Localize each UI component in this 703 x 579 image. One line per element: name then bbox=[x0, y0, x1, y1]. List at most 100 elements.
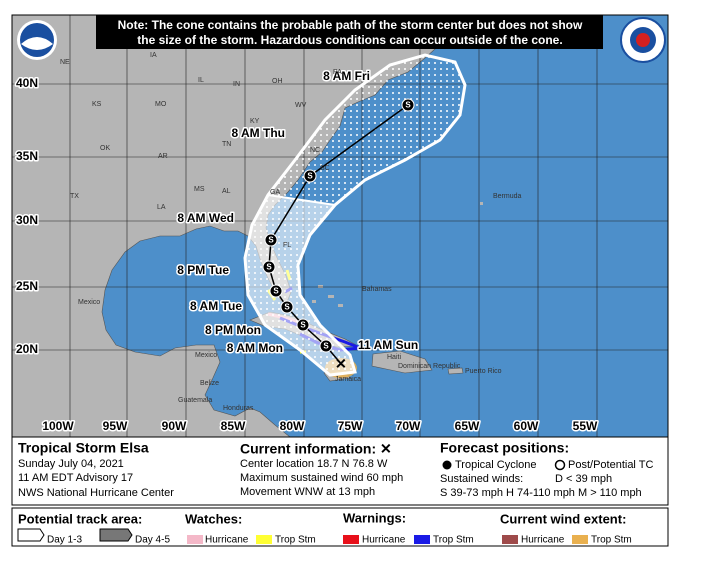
place-labels: NE IA KS MO IL IN OH PA KY WV OK AR TN NC MS AL GA SC TX LA… bbox=[60, 52, 522, 412]
point-marker: S bbox=[273, 287, 279, 296]
info-frame bbox=[11, 436, 669, 506]
lat-label: 20N bbox=[16, 342, 38, 356]
legend-item: Day 1-3 bbox=[47, 535, 82, 546]
lat-label: 40N bbox=[16, 76, 38, 90]
map: 40N 35N 30N 25N 20N 100W 95W 90W 85W 80W 75W 70W 65W… bbox=[12, 15, 668, 437]
place-label: OH bbox=[272, 78, 283, 85]
track-label: 8 AM Wed bbox=[177, 211, 234, 225]
place-label: WV bbox=[295, 102, 307, 109]
place-label: Dominican Republic bbox=[398, 363, 461, 370]
point-marker: S bbox=[268, 236, 274, 245]
swatch bbox=[502, 535, 518, 544]
place-label: IA bbox=[150, 52, 157, 59]
legend-item: Hurricane bbox=[362, 535, 406, 546]
point-marker: S bbox=[307, 172, 313, 181]
legend-item: Hurricane bbox=[205, 535, 249, 546]
legend-item: Trop Stm bbox=[275, 535, 316, 546]
swatch bbox=[187, 535, 203, 544]
land-bermuda bbox=[480, 202, 483, 205]
place-label: TX bbox=[70, 193, 79, 200]
track: S 8 AM Fri S 8 AM Thu S 8 AM Wed S 8 PM Tue S 8 A… bbox=[176, 68, 420, 357]
place-label: Honduras bbox=[223, 405, 254, 412]
land-hispaniola bbox=[371, 350, 433, 374]
place-label: NE bbox=[60, 59, 70, 66]
ptc-symbol bbox=[554, 459, 566, 471]
legend-item: Day 4-5 bbox=[135, 535, 170, 546]
legend-title: Current wind extent: bbox=[500, 511, 626, 526]
point-marker: S bbox=[284, 303, 290, 312]
land-puerto-rico bbox=[447, 367, 464, 375]
lon-label: 90W bbox=[162, 419, 187, 433]
lon-label: 65W bbox=[455, 419, 480, 433]
place-label: KS bbox=[92, 101, 102, 108]
place-label: Guatemala bbox=[178, 397, 212, 404]
lat-label: 35N bbox=[16, 149, 38, 163]
forecast-point bbox=[269, 284, 283, 298]
place-label: PA bbox=[333, 69, 342, 76]
forecast-item: Tropical Cyclone bbox=[455, 459, 537, 471]
place-label: TN bbox=[222, 141, 231, 148]
place-label: AL bbox=[222, 188, 231, 195]
track-label: 8 PM Tue bbox=[177, 263, 229, 277]
track-label: 8 AM Tue bbox=[190, 299, 242, 313]
track-label: 8 AM Fri bbox=[323, 69, 370, 83]
lat-label: 30N bbox=[16, 213, 38, 227]
forecast-title: Forecast positions: bbox=[440, 440, 569, 456]
day45-icon bbox=[99, 528, 133, 542]
noaa-logo bbox=[17, 20, 57, 60]
lon-label: 55W bbox=[573, 419, 598, 433]
current-line: Maximum sustained wind 60 mph bbox=[240, 472, 403, 484]
lat-label: 25N bbox=[16, 279, 38, 293]
forecast-point bbox=[296, 318, 310, 332]
track-label: 8 AM Mon bbox=[227, 341, 283, 355]
info-line: NWS National Hurricane Center bbox=[18, 487, 174, 499]
storm-name: Tropical Storm Elsa bbox=[18, 440, 149, 456]
place-label: KY bbox=[250, 118, 260, 125]
note: Note: The cone contains the probable pat… bbox=[118, 18, 583, 32]
place-label: Bahamas bbox=[362, 286, 392, 293]
track-label: 8 AM Thu bbox=[231, 126, 285, 140]
lon-label: 80W bbox=[280, 419, 305, 433]
swatch bbox=[572, 535, 588, 544]
info-line: Sunday July 04, 2021 bbox=[18, 458, 124, 470]
nws-logo bbox=[620, 17, 666, 63]
current-line: Movement WNW at 13 mph bbox=[240, 486, 375, 498]
swatch bbox=[414, 535, 430, 544]
legend-item: Trop Stm bbox=[433, 535, 474, 546]
place-label: Jamaica bbox=[335, 376, 361, 383]
place-label: MS bbox=[194, 186, 205, 193]
place-label: Mexico bbox=[78, 299, 100, 306]
forecast-point bbox=[262, 260, 276, 274]
place-label: FL bbox=[283, 242, 291, 249]
legend-item: Hurricane bbox=[521, 535, 565, 546]
lon-label: 95W bbox=[103, 419, 128, 433]
place-label: LA bbox=[157, 204, 166, 211]
place-label: IN bbox=[233, 81, 240, 88]
lon-label: 100W bbox=[42, 419, 74, 433]
track-label: 11 AM Sun bbox=[358, 338, 418, 352]
info-panel: Tropical Storm Elsa Sunday July 04, 2021 1… bbox=[11, 436, 669, 506]
current-position: ✕ bbox=[335, 356, 347, 372]
forecast-item: D < 39 mph bbox=[555, 473, 612, 485]
forecast-point bbox=[280, 300, 294, 314]
lon-label: 85W bbox=[221, 419, 246, 433]
swatch bbox=[343, 535, 359, 544]
forecast-point bbox=[303, 169, 317, 183]
place-label: Belize bbox=[200, 380, 219, 387]
forecast-item: Post/Potential TC bbox=[568, 459, 653, 471]
lon-label: 75W bbox=[338, 419, 363, 433]
lon-label: 60W bbox=[514, 419, 539, 433]
forecast-item: Sustained winds: bbox=[440, 473, 523, 485]
forecast-point bbox=[319, 339, 333, 353]
legend-title: Potential track area: bbox=[18, 511, 142, 526]
info-line: 11 AM EDT Advisory 17 bbox=[18, 472, 133, 484]
legend-item: Trop Stm bbox=[591, 535, 632, 546]
legend-title: Warnings: bbox=[343, 510, 406, 525]
forecast-item: S 39-73 mph H 74-110 mph M > 110 mph bbox=[440, 487, 642, 499]
place-label: GA bbox=[270, 189, 280, 196]
track-label: 8 PM Mon bbox=[205, 323, 261, 337]
place-label: NC bbox=[310, 147, 320, 154]
legend-title: Watches: bbox=[185, 511, 242, 526]
place-label: IL bbox=[198, 77, 204, 84]
